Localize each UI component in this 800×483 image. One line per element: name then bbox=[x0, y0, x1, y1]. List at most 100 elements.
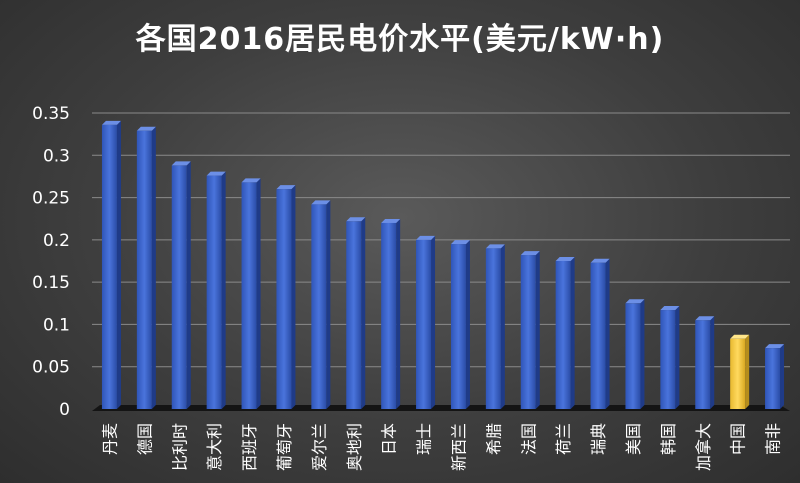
bar-front bbox=[730, 338, 746, 409]
bar-14 bbox=[555, 257, 575, 409]
bar-front bbox=[206, 175, 222, 409]
bar-10 bbox=[416, 235, 436, 409]
bar-side bbox=[396, 218, 401, 409]
bar-side bbox=[640, 299, 645, 409]
bar-17 bbox=[660, 306, 680, 409]
x-category-label: 瑞典 bbox=[589, 423, 608, 455]
bar-top bbox=[136, 126, 156, 131]
bar-4 bbox=[206, 171, 226, 409]
bar-side bbox=[780, 344, 785, 409]
bar-side bbox=[221, 171, 226, 409]
bar-2 bbox=[136, 126, 156, 409]
chart-floor bbox=[92, 405, 790, 411]
bar-7 bbox=[311, 200, 331, 409]
bar-top bbox=[381, 218, 401, 223]
bar-20 bbox=[765, 344, 785, 409]
bar-top bbox=[171, 161, 191, 166]
bar-top bbox=[730, 334, 750, 339]
x-category-label: 荷兰 bbox=[554, 423, 573, 455]
bar-side bbox=[151, 126, 156, 409]
bar-top bbox=[625, 299, 645, 304]
x-category-label: 瑞士 bbox=[415, 423, 434, 455]
x-category-label: 希腊 bbox=[484, 423, 503, 455]
bar-16 bbox=[625, 299, 645, 409]
bar-6 bbox=[276, 185, 296, 409]
bar-top bbox=[765, 344, 785, 349]
bar-front bbox=[346, 221, 362, 409]
x-category-label: 美国 bbox=[624, 423, 643, 455]
bar-12 bbox=[485, 244, 505, 409]
bar-15 bbox=[590, 258, 610, 409]
bar-side bbox=[465, 240, 470, 409]
bar-side bbox=[361, 217, 366, 409]
bar-side bbox=[535, 251, 540, 409]
bar-side bbox=[500, 244, 505, 409]
bar-side bbox=[710, 316, 715, 409]
bar-top bbox=[101, 120, 121, 125]
chart-title: 各国2016居民电价水平(美元/kW·h) bbox=[135, 22, 665, 57]
bar-front bbox=[660, 310, 676, 409]
bar-front bbox=[520, 255, 536, 409]
x-category-label: 西班牙 bbox=[240, 423, 259, 471]
bar-top bbox=[695, 316, 715, 321]
bar-top bbox=[660, 306, 680, 311]
bar-front bbox=[765, 348, 781, 409]
y-tick-label: 0.15 bbox=[32, 273, 70, 293]
x-category-label: 奥地利 bbox=[345, 423, 364, 471]
x-category-label: 葡萄牙 bbox=[275, 423, 294, 471]
bar-front bbox=[416, 239, 432, 409]
bar-side bbox=[186, 161, 191, 409]
bar-front bbox=[311, 204, 327, 409]
bar-front bbox=[450, 244, 466, 409]
bar-8 bbox=[346, 217, 366, 409]
bar-side bbox=[745, 334, 750, 409]
bar-side bbox=[326, 200, 331, 409]
bar-front bbox=[695, 320, 711, 409]
bar-9 bbox=[381, 218, 401, 409]
x-category-label: 加拿大 bbox=[694, 423, 713, 471]
bar-top bbox=[520, 251, 540, 256]
bar-13 bbox=[520, 251, 540, 409]
bar-side bbox=[431, 235, 436, 409]
y-tick-label: 0.3 bbox=[43, 146, 70, 166]
y-tick-label: 0.2 bbox=[43, 231, 70, 251]
bar-top bbox=[590, 258, 610, 263]
bar-top bbox=[346, 217, 366, 222]
bar-side bbox=[291, 185, 296, 409]
y-tick-label: 0.1 bbox=[43, 315, 70, 335]
bar-5 bbox=[241, 178, 261, 409]
bar-front bbox=[485, 248, 501, 409]
bar-front bbox=[171, 165, 187, 409]
bar-front bbox=[136, 130, 152, 409]
x-category-label: 爱尔兰 bbox=[310, 423, 329, 471]
bar-top bbox=[206, 171, 226, 176]
x-category-label: 韩国 bbox=[659, 423, 678, 455]
bar-front bbox=[625, 303, 641, 409]
bar-side bbox=[605, 258, 610, 409]
bar-3 bbox=[171, 161, 191, 409]
bar-side bbox=[675, 306, 680, 409]
bar-19 bbox=[730, 334, 750, 409]
bar-18 bbox=[695, 316, 715, 409]
bar-front bbox=[241, 182, 257, 409]
x-category-label: 德国 bbox=[135, 423, 154, 455]
bar-front bbox=[381, 222, 397, 409]
x-category-label: 丹麦 bbox=[100, 423, 119, 455]
bar-top bbox=[485, 244, 505, 249]
y-tick-label: 0.05 bbox=[32, 358, 70, 378]
bar-top bbox=[416, 235, 436, 240]
bar-side bbox=[256, 178, 261, 409]
bar-front bbox=[555, 261, 571, 409]
bar-front bbox=[276, 189, 292, 409]
bar-side bbox=[116, 120, 121, 409]
x-category-label: 日本 bbox=[380, 423, 399, 455]
bar-side bbox=[570, 257, 575, 409]
x-category-label: 比利时 bbox=[170, 423, 189, 471]
x-category-label: 南非 bbox=[764, 423, 783, 455]
bar-front bbox=[101, 124, 117, 409]
x-category-label: 法国 bbox=[519, 423, 538, 455]
bar-top bbox=[450, 240, 470, 245]
y-tick-label: 0.25 bbox=[32, 189, 70, 209]
